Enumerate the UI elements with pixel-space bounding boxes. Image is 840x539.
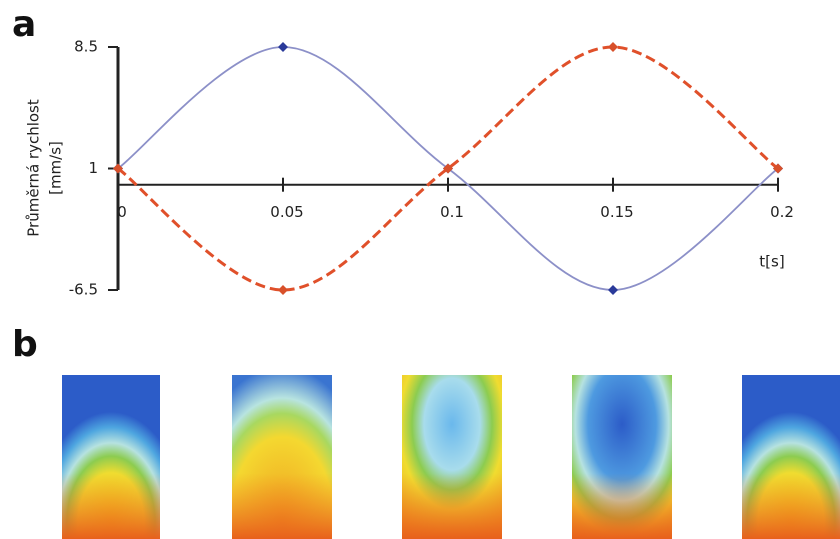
panel-label: b	[12, 324, 38, 365]
x-tick-label: 0.15	[600, 203, 633, 221]
y-tick-label: 8.5	[74, 38, 98, 56]
x-tick-label: 0.2	[770, 203, 794, 221]
x-axis-label: t[s]	[759, 253, 784, 271]
heatmap-shade	[572, 375, 672, 539]
heatmap-shade	[62, 375, 160, 539]
panel-label: a	[12, 4, 36, 45]
y-axis-label: [mm/s]	[47, 141, 65, 195]
marker	[608, 285, 618, 295]
y-tick-label: 1	[88, 159, 98, 177]
x-tick-label: 0.1	[440, 203, 464, 221]
heatmap-shade	[232, 375, 332, 539]
figure: a b -6.5 1 8.5 0 0.05 0.1 0.15 0.2 t[s] Průměrná …	[0, 0, 840, 539]
x-tick-label: 0	[117, 203, 127, 221]
marker	[608, 42, 618, 52]
y-tick-label: -6.5	[69, 281, 98, 299]
y-axis-label: Průměrná rychlost	[25, 99, 43, 237]
heatmaps	[62, 375, 840, 539]
marker	[278, 42, 288, 52]
heatmap-shade	[402, 375, 502, 539]
x-tick-label: 0.05	[270, 203, 303, 221]
heatmap-shade	[742, 375, 840, 539]
marker	[278, 285, 288, 295]
